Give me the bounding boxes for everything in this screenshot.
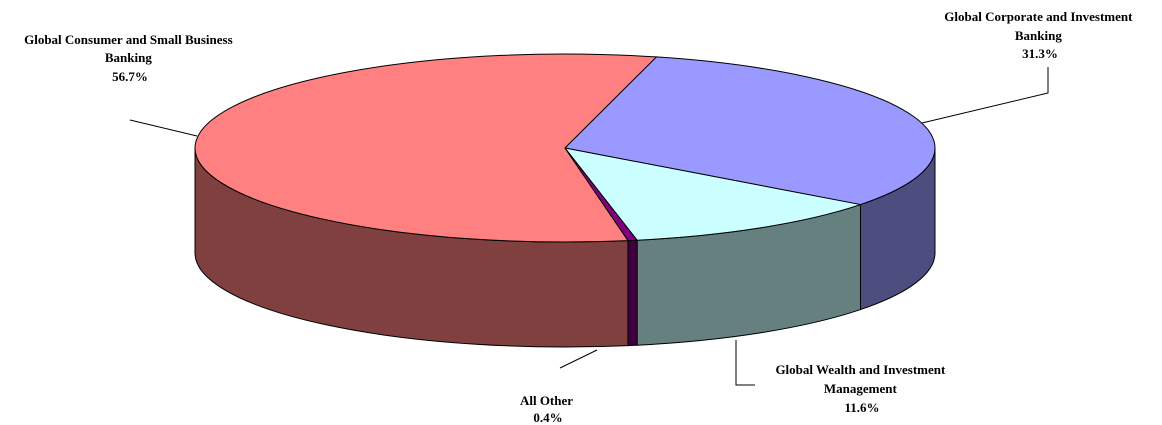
pie-slice-wealth [564, 147, 861, 241]
leader-line-wealth [735, 340, 755, 386]
pie-slice-other [564, 147, 638, 242]
pie-slice-consumer [194, 53, 658, 243]
slice-value-corporate: 31.3% [1022, 46, 1058, 61]
slice-label-consumer-line-1: Global Consumer and Small Business [24, 32, 233, 47]
pie-sides [194, 147, 936, 348]
slice-label-wealth: Global Wealth and Investment Management … [775, 362, 948, 415]
slice-value-consumer: 56.7% [112, 69, 148, 84]
leader-line-consumer [129, 119, 198, 137]
leader-line-other [559, 349, 598, 369]
pie-side-other [627, 239, 638, 347]
slice-label-wealth-line-2: Management [824, 381, 898, 396]
slice-label-consumer: Global Consumer and Small Business Banki… [24, 32, 236, 84]
leader-line-corporate [921, 67, 1049, 124]
leader-lines [129, 67, 1049, 386]
slice-label-corporate: Global Corporate and Investment Banking … [944, 9, 1135, 61]
slice-value-wealth: 11.6% [844, 400, 879, 415]
slice-label-consumer-line-2: Banking [105, 50, 152, 65]
slice-value-other: 0.4% [533, 410, 562, 425]
slice-label-corporate-line-1: Global Corporate and Investment [944, 9, 1133, 24]
slice-label-wealth-line-1: Global Wealth and Investment [775, 362, 946, 377]
pie-slice-corporate [564, 56, 936, 206]
slice-label-other-line-1: All Other [520, 393, 573, 408]
slice-label-other: All Other 0.4% [520, 393, 576, 425]
pie-tops [194, 53, 936, 243]
slice-label-corporate-line-2: Banking [1015, 28, 1062, 43]
